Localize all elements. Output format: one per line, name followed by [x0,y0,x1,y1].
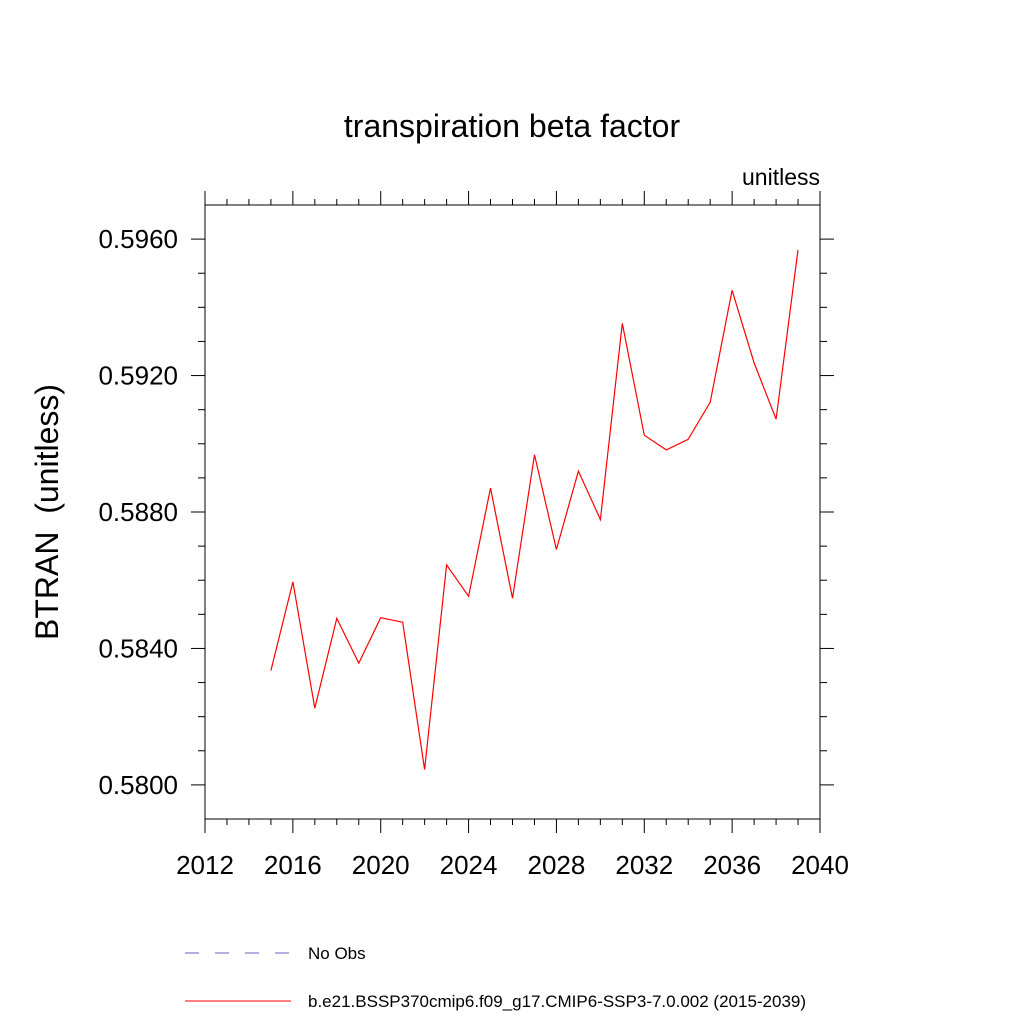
x-tick-label: 2032 [615,850,673,880]
y-axis-label: BTRAN (unitless) [29,384,65,640]
x-tick-label: 2024 [440,850,498,880]
y-tick-label: 0.5840 [98,633,178,663]
plot-frame [204,204,821,820]
axis-ticks [191,191,834,833]
legend: No Obs b.e21.BSSP370cmip6.f09_g17.CMIP6-… [185,944,806,1011]
chart-title: transpiration beta factor [344,108,681,144]
y-tick-label: 0.5920 [98,361,178,391]
x-tick-label: 2040 [791,850,849,880]
legend-label-ssp370: b.e21.BSSP370cmip6.f09_g17.CMIP6-SSP3-7.… [308,992,806,1011]
x-tick-label: 2016 [264,850,322,880]
series-line-ssp370 [270,249,799,770]
y-tick-label: 0.5880 [98,497,178,527]
x-tick-label: 2036 [703,850,761,880]
y-tick-label: 0.5960 [98,224,178,254]
x-tick-label: 2028 [528,850,586,880]
x-tick-label: 2012 [176,850,234,880]
y-tick-label: 0.5800 [98,770,178,800]
units-label: unitless [742,164,820,190]
x-tick-label: 2020 [352,850,410,880]
tick-labels: 2012 2016 2020 2024 2028 2032 2036 2040 0.5800 0.… [98,224,848,880]
legend-label-no-obs: No Obs [308,944,366,963]
